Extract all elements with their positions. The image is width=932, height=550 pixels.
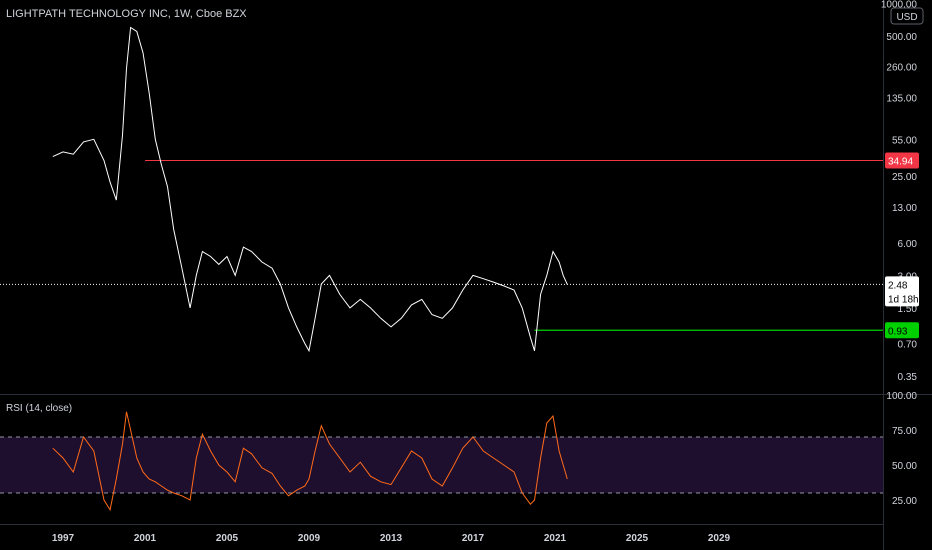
rsi-tick-label: 75.00 (892, 426, 917, 437)
time-tick-label: 2005 (216, 533, 239, 544)
support-level-label: 0.93 (885, 322, 919, 339)
rsi-tick-label: 50.00 (892, 461, 917, 472)
time-tick-label: 2001 (134, 533, 157, 544)
time-tick-label: 2021 (544, 533, 567, 544)
price-tick-label: 260.00 (886, 63, 917, 74)
price-tick-label: 1000.00 (881, 0, 918, 11)
price-tick-label: 55.00 (892, 135, 917, 146)
price-level-labels: 34.94 0.93 2.48 1d 18h (885, 152, 919, 339)
time-tick-label: 2009 (298, 533, 321, 544)
resistance-level-label-text: 34.94 (888, 157, 913, 168)
last-price-label: 2.48 1d 18h (885, 276, 919, 307)
price-tick-label: 25.00 (892, 172, 917, 183)
rsi-tick-label: 25.00 (892, 496, 917, 507)
price-tick-label: 0.70 (898, 340, 918, 351)
time-tick-label: 1997 (52, 533, 75, 544)
time-tick-label: 2025 (626, 533, 649, 544)
bar-countdown: 1d 18h (888, 294, 919, 305)
currency-badge-box[interactable] (890, 7, 924, 25)
last-price-value: 2.48 (888, 280, 908, 291)
support-level-label-text: 0.93 (888, 326, 908, 337)
price-tick-label: 6.00 (898, 239, 918, 250)
rsi-axis-ticks: 25.00 50.00 75.00 100.00 (886, 391, 917, 507)
price-tick-label: 135.00 (886, 93, 917, 104)
price-tick-label: 0.35 (898, 372, 918, 383)
rsi-band-fill (0, 437, 883, 493)
time-tick-label: 2017 (462, 533, 485, 544)
price-series-line[interactable] (52, 26, 568, 353)
chart-title: LIGHTPATH TECHNOLOGY INC, 1W, Cboe BZX (6, 8, 247, 20)
currency-badge[interactable]: USD (896, 12, 917, 23)
resistance-level-label-box (885, 152, 919, 169)
support-level-label-box (885, 322, 919, 339)
last-price-box (885, 276, 919, 307)
time-tick-label: 2029 (708, 533, 731, 544)
time-tick-label: 2013 (380, 533, 403, 544)
resistance-level-label: 34.94 (885, 152, 919, 169)
rsi-panel-title: RSI (14, close) (6, 403, 73, 414)
rsi-series-line[interactable] (52, 411, 568, 512)
time-axis-ticks: 1997 2001 2005 2009 2013 2017 2021 2025 2029 (52, 533, 731, 544)
rsi-tick-label: 100.00 (886, 391, 917, 402)
price-tick-label: 500.00 (886, 32, 917, 43)
price-tick-label: 13.00 (892, 203, 917, 214)
price-tick-label: 1.50 (898, 304, 918, 315)
